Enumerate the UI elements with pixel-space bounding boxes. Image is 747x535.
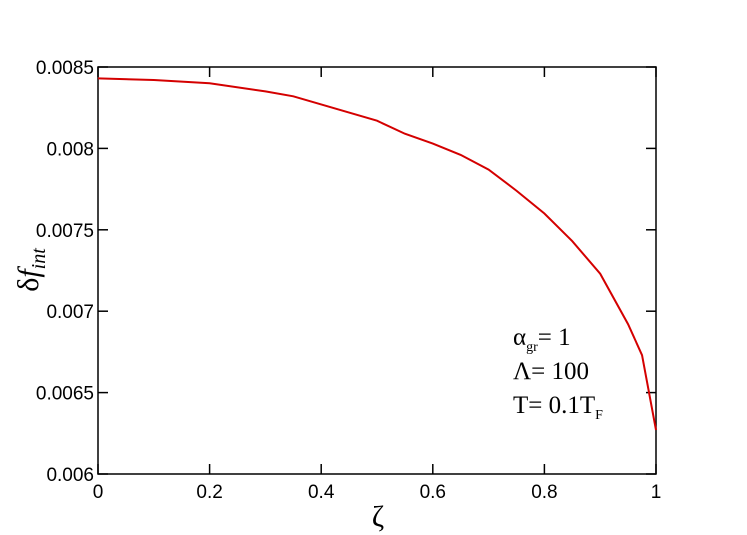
annotation: αgr= 1	[513, 324, 571, 355]
annotation-text: T= 0.1T	[513, 392, 595, 419]
y-tick-label: 0.0085	[36, 58, 94, 79]
annotation-sub: gr	[526, 340, 538, 355]
y-tick-label: 0.007	[46, 302, 94, 323]
y-tick-label: 0.0075	[36, 221, 94, 242]
y-tick-label: 0.0065	[36, 384, 94, 405]
x-tick-label: 1	[651, 482, 662, 503]
x-tick-label: 0.4	[308, 482, 335, 503]
plot-frame	[97, 66, 657, 475]
y-label-main: δ	[12, 278, 45, 292]
data-line	[97, 77, 657, 431]
x-tick-label: 0	[93, 482, 104, 503]
x-axis-label: ζ	[372, 500, 384, 533]
x-tick-label: 0.6	[420, 482, 446, 503]
x-tick-label: 0.8	[531, 482, 557, 503]
y-label-sub: int	[28, 248, 50, 270]
annotation-sub: F	[595, 408, 603, 423]
annotation: T= 0.1TF	[513, 392, 603, 423]
annotation-text: α	[513, 324, 526, 351]
x-tick-label: 0.2	[196, 482, 222, 503]
y-axis-label: δfint	[12, 248, 50, 292]
annotation: Λ= 100	[513, 358, 589, 385]
y-tick-label: 0.006	[46, 465, 94, 486]
y-tick-label: 0.008	[46, 139, 94, 160]
annotation-text: Λ= 100	[513, 358, 589, 385]
annotation-after: = 1	[538, 324, 571, 351]
